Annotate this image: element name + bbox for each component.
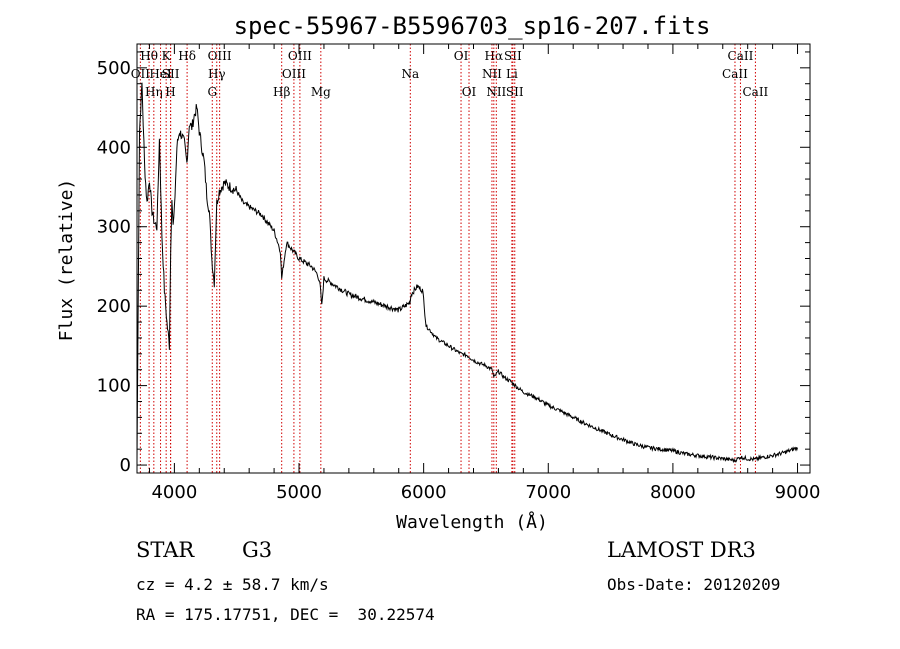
line-marker-label: OI: [454, 49, 469, 63]
line-marker-label: Hα: [485, 49, 504, 63]
line-marker-label: Li: [506, 67, 518, 81]
line-marker-label: Hβ: [273, 85, 290, 99]
line-marker-label: SII: [162, 67, 180, 81]
line-marker-label: OIII: [282, 67, 306, 81]
line-marker-label: K: [162, 49, 172, 63]
x-axis-title: Wavelength (Å): [396, 511, 548, 533]
observation-date: Obs-Date: 20120209: [607, 575, 781, 594]
line-marker-label: Hη: [145, 85, 163, 99]
x-tick-label: 4000: [151, 482, 197, 503]
line-marker-label: CaII: [742, 85, 768, 99]
y-tick-label: 400: [97, 137, 131, 158]
y-tick-label: 100: [97, 376, 131, 397]
y-axis-title: Flux (relative): [56, 179, 77, 342]
line-marker-label: NII: [482, 67, 502, 81]
x-tick-label: 9000: [775, 482, 821, 503]
line-marker-label: CaII: [722, 67, 748, 81]
x-tick-label: 5000: [276, 482, 322, 503]
line-marker-label: Hγ: [208, 67, 226, 81]
line-marker-label: NII: [486, 85, 506, 99]
line-marker-label: H: [165, 85, 175, 99]
spectral-line-markers: OII Hθ Hη HeI K SII H Hδ OIII Hγ G Hβ OIII OIII Mg Na OI…: [131, 44, 769, 473]
line-marker-label: OIII: [208, 49, 232, 63]
x-tick-label: 8000: [650, 482, 696, 503]
y-tick-label: 200: [97, 296, 131, 317]
line-marker-label: Mg: [311, 85, 331, 99]
line-marker-label: G: [207, 85, 217, 99]
survey-name: LAMOST DR3: [607, 538, 756, 562]
line-marker-label: Hδ: [178, 49, 196, 63]
line-marker-label: Hθ: [140, 49, 158, 63]
plot-frame: [136, 43, 811, 474]
line-marker-label: HeI: [149, 67, 172, 81]
line-marker-label: Na: [401, 67, 419, 81]
y-tick-label: 300: [97, 217, 131, 238]
line-marker-label: OII: [131, 67, 151, 81]
chart-title: spec-55967-B5596703_sp16-207.fits: [234, 12, 711, 40]
object-subclass: G3: [242, 538, 273, 562]
x-tick-label: 6000: [401, 482, 447, 503]
spectrum-series: [136, 82, 798, 464]
line-marker-label: CaII: [728, 49, 754, 63]
line-marker-label: OI: [462, 85, 477, 99]
x-tick-label: 7000: [525, 482, 571, 503]
y-tick-label: 500: [97, 58, 131, 79]
redshift-value: cz = 4.2 ± 58.7 km/s: [136, 575, 329, 594]
line-marker-label: OIII: [288, 49, 312, 63]
object-class: STAR: [136, 538, 195, 562]
axis-ticks: 4000 5000 6000 7000 8000 9000 0 100 200 300 400 500: [97, 44, 821, 503]
y-tick-label: 0: [120, 455, 131, 476]
line-marker-label: SII: [506, 85, 524, 99]
line-marker-label: SII: [504, 49, 522, 63]
spectrum-line: [136, 82, 798, 464]
coordinates: RA = 175.17751, DEC = 30.22574: [136, 605, 435, 624]
